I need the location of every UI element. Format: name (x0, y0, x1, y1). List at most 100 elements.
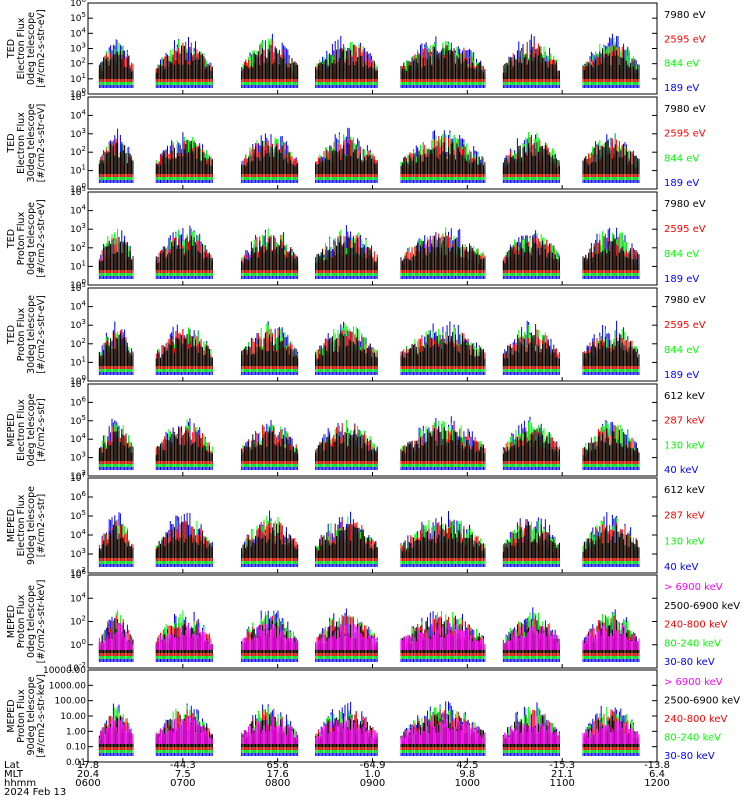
legend-entry: 7980 eV (664, 104, 706, 115)
y-tick-label: 0.10 (66, 743, 86, 753)
y-axis-label-line: TED (6, 229, 17, 249)
y-axis-label-line: Proton Flux (16, 594, 27, 648)
y-axis-label-line: 90deg telescope (26, 486, 37, 565)
y-axis-label-line: 0deg telescope (26, 585, 37, 658)
y-axis-label-line: Proton Flux (16, 689, 27, 743)
legend-entry: 189 eV (664, 178, 699, 189)
y-axis-label-line: TED (6, 325, 17, 345)
y-tick-label: 103 (70, 222, 86, 235)
y-axis-label-line: 30deg telescope (26, 103, 37, 182)
legend-entry: > 6900 keV (664, 582, 723, 593)
x-tick-label: 20.4 (77, 769, 99, 780)
legend-entry: 240-800 keV (664, 620, 728, 631)
y-axis-label-line: Electron Flux (16, 112, 27, 174)
legend-entry: 287 keV (664, 416, 705, 427)
series-7-4 (98, 715, 640, 744)
y-tick-label: 10.00 (60, 712, 86, 722)
y-tick-label: 1.00 (66, 727, 86, 737)
legend-entry: 30-80 keV (664, 657, 715, 668)
legend-entry: 844 eV (664, 59, 699, 70)
y-axis-label-line: 0deg telescope (26, 393, 37, 466)
y-axis-label-line: Electron Flux (16, 17, 27, 79)
x-row-label: MLT (4, 769, 24, 780)
legend-entry: 80-240 keV (664, 733, 721, 744)
y-tick-label: 100 (70, 638, 86, 651)
y-axis-label-line: Electron Flux (16, 399, 27, 461)
legend-entry: 30-80 keV (664, 751, 715, 762)
series-4-3 (98, 426, 640, 461)
x-tick-label: -64.9 (360, 760, 386, 771)
legend-entry: 612 keV (664, 485, 705, 496)
legend-entry: 2500-6900 keV (664, 696, 740, 707)
legend-entry: > 6900 keV (664, 677, 723, 688)
y-tick-label: 102 (70, 337, 86, 350)
legend-entry: 7980 eV (664, 199, 706, 210)
legend-entry: 2500-6900 keV (664, 601, 740, 612)
x-tick-label: 9.8 (459, 769, 475, 780)
y-tick-label: 104 (70, 432, 86, 445)
y-tick-label: 103 (70, 547, 86, 560)
legend-entry: 287 keV (664, 511, 705, 522)
series-1-3 (98, 139, 640, 174)
legend-entry: 240-800 keV (664, 714, 728, 725)
y-axis-label-line: MEPED (6, 605, 17, 638)
legend-entry: 844 eV (664, 249, 699, 260)
legend-entry: 189 eV (664, 274, 699, 285)
y-axis-label-line: MEPED (6, 413, 17, 446)
y-axis-label-line: MEPED (6, 509, 17, 542)
x-tick-label: 0900 (360, 778, 385, 789)
y-axis-label-line: [#/cm2-s-str-keV] (36, 580, 47, 664)
y-axis-label-line: MEPED (6, 699, 17, 732)
y-axis-label-line: [#/cm2-s-str-keV] (36, 674, 47, 758)
x-tick-label: 65.6 (267, 760, 289, 771)
legend-entry: 2595 eV (664, 224, 706, 235)
y-axis-label-line: [#/cm2-s-str-eV] (36, 295, 47, 374)
x-row-label: Lat (4, 760, 20, 771)
y-tick-label: 102 (70, 615, 86, 628)
y-tick-label: 104 (70, 108, 86, 121)
y-tick-label: 105 (70, 509, 86, 522)
x-tick-label: 17.6 (267, 769, 289, 780)
legend-entry: 844 eV (664, 345, 699, 356)
y-axis-label-line: [#/cm2-s-str-eV] (36, 199, 47, 278)
y-axis-label-line: [#/cm2-s-str-eV] (36, 9, 47, 88)
y-tick-label: 101 (70, 355, 86, 368)
y-axis-label-line: 0deg telescope (26, 12, 37, 85)
y-axis-label-line: Electron Flux (16, 494, 27, 556)
y-tick-label: 105 (70, 11, 86, 24)
y-tick-label: 103 (70, 451, 86, 464)
legend-entry: 80-240 keV (664, 638, 721, 649)
x-tick-label: 1100 (549, 778, 574, 789)
legend-entry: 130 keV (664, 440, 705, 451)
y-tick-label: 106 (70, 0, 86, 9)
y-tick-label: 0.01 (66, 758, 86, 768)
legend-entry: 612 keV (664, 391, 705, 402)
y-tick-label: 104 (70, 591, 86, 604)
series-3-3 (98, 331, 640, 366)
x-tick-label: -44.3 (170, 760, 196, 771)
x-tick-label: 6.4 (649, 769, 665, 780)
legend-entry: 2595 eV (664, 129, 706, 140)
y-tick-label: 103 (70, 127, 86, 140)
y-axis-label-line: TED (6, 39, 17, 59)
x-tick-label: 17.8 (77, 760, 99, 771)
y-tick-label: 101 (70, 259, 86, 272)
series-6-4 (98, 621, 640, 650)
legend-entry: 7980 eV (664, 10, 706, 21)
y-axis-label-line: Proton Flux (16, 211, 27, 265)
legend-entry: 40 keV (664, 562, 698, 573)
y-axis-label-line: Proton Flux (16, 307, 27, 361)
y-tick-label: 100.00 (55, 697, 87, 707)
y-axis-label-line: [#/cm2-s-str-eV] (36, 104, 47, 183)
y-axis-label-line: 0deg telescope (26, 202, 37, 275)
y-axis-label-line: TED (6, 133, 17, 153)
y-tick-label: 101 (70, 72, 86, 85)
y-tick-label: 105 (70, 414, 86, 427)
